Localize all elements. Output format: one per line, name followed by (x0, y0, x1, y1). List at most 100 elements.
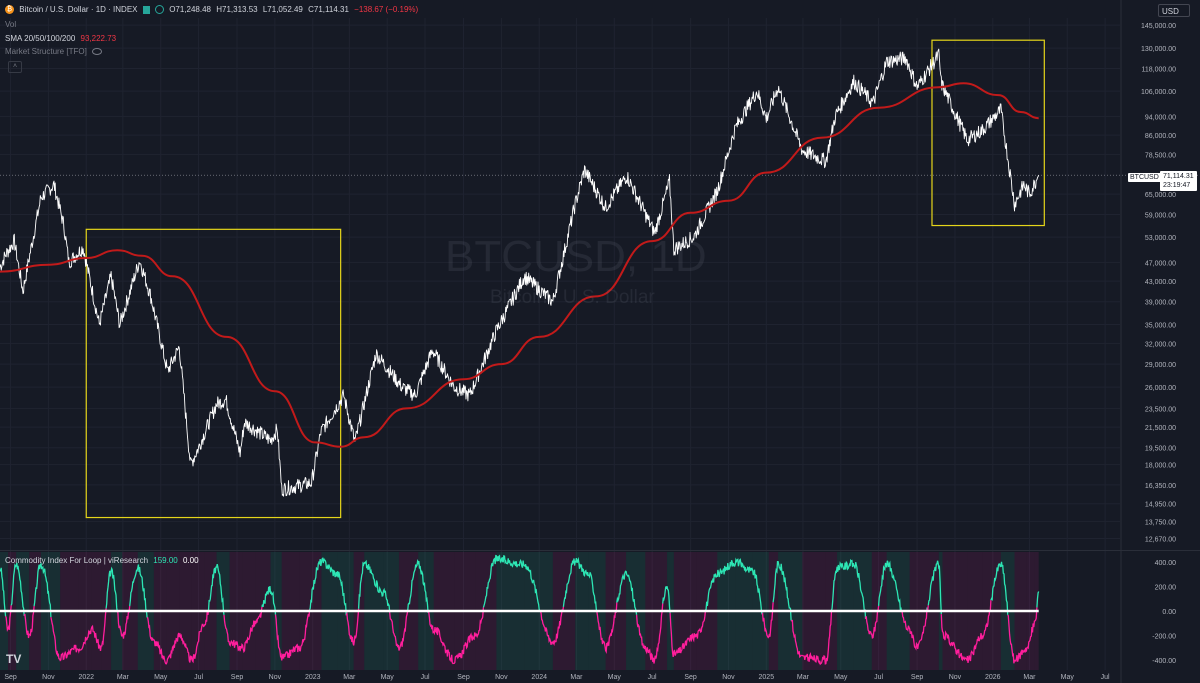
cci-up-segment (616, 570, 638, 615)
time-axis-label: May (154, 674, 168, 681)
cci-down-segment (23, 606, 35, 639)
time-axis-label: Sep (231, 674, 244, 681)
price-axis-tick: 39,000.00 (1145, 300, 1176, 307)
cci-up-segment (357, 559, 391, 613)
ohlc-change: −138.67 (−0.19%) (354, 5, 419, 14)
eye-icon[interactable] (92, 48, 103, 56)
oscillator-axis-tick: 0.00 (1162, 609, 1176, 616)
cci-value-1: 159.00 (153, 556, 178, 565)
cci-up-segment (877, 560, 903, 613)
watermark-title: BTCUSD, 1D (445, 232, 707, 281)
time-axis-label: Nov (949, 674, 962, 681)
ohlc-open: O71,248.48 (169, 5, 211, 14)
symbol-price-tag: BTCUSD (1128, 173, 1161, 182)
cci-down-segment (901, 607, 928, 651)
cci-down-segment (989, 600, 992, 612)
time-axis-label: Jul (874, 674, 883, 681)
sma-legend[interactable]: SMA 20/50/100/200 93,222.73 (5, 34, 119, 43)
cci-down-segment (146, 610, 210, 665)
oscillator-legend[interactable]: Commodity Index For Loop | viResearch 15… (5, 556, 202, 565)
price-axis-tick: 145,000.00 (1141, 23, 1176, 30)
price-axis-tick: 94,000.00 (1145, 114, 1176, 121)
cci-down-segment (223, 606, 263, 654)
time-axis-label: Sep (911, 674, 924, 681)
cci-up-segment (990, 561, 1009, 615)
time-axis-label: Sep (4, 674, 17, 681)
time-axis-label: Jul (648, 674, 657, 681)
time-axis-label: May (608, 674, 622, 681)
cci-up-segment (927, 560, 942, 615)
time-axis-label: Nov (495, 674, 508, 681)
cci-down-segment (345, 608, 360, 646)
time-axis-label: May (1061, 674, 1075, 681)
time-axis-label: Nov (269, 674, 282, 681)
cci-up-segment (10, 562, 25, 616)
currency-button[interactable]: USD (1158, 4, 1190, 17)
cci-up-segment (1036, 591, 1040, 608)
cci-down-segment (596, 610, 617, 654)
time-axis-label: Mar (1023, 674, 1036, 681)
cci-up-segment (562, 556, 598, 613)
price-axis-tick: 13,750.00 (1145, 519, 1176, 526)
cci-down-segment (274, 609, 311, 661)
time-axis-label: 2025 (759, 674, 775, 681)
symbol-legend: ₿ Bitcoin / U.S. Dollar · 1D · INDEX O71… (5, 5, 421, 15)
oscillator-axis-tick: 400.00 (1155, 560, 1177, 567)
price-axis-tick: 26,000.00 (1145, 385, 1176, 392)
price-axis-tick: 12,670.00 (1145, 537, 1176, 544)
price-axis-tick: 35,000.00 (1145, 323, 1176, 330)
cci-down-segment (389, 610, 409, 651)
cci-down-segment (635, 603, 664, 664)
vol-label: Vol (5, 20, 17, 29)
oscillator-axis-tick: -400.00 (1152, 658, 1176, 665)
collapse-legend-button[interactable]: ˄ (8, 61, 22, 73)
price-axis-tick: 65,000.00 (1145, 192, 1176, 199)
last-price-tag: 71,114.31 23:19:47 (1160, 171, 1197, 191)
oscillator-axis-tick: -200.00 (1152, 634, 1176, 641)
watermark-subtitle: Bitcoin / U.S. Dollar (490, 287, 655, 308)
time-axis-label: Jul (421, 674, 430, 681)
price-axis-tick: 106,000.00 (1141, 89, 1176, 96)
cci-up-segment (662, 586, 671, 613)
flag-icon[interactable] (142, 5, 150, 14)
time-axis-label: 2026 (985, 674, 1001, 681)
cci-down-segment (4, 605, 12, 632)
market-structure-legend[interactable]: Market Structure [TFO] (5, 47, 105, 56)
cci-down-segment (940, 610, 991, 664)
time-axis-label: Nov (722, 674, 735, 681)
price-axis-tick: 16,350.00 (1145, 483, 1176, 490)
cci-down-segment (117, 606, 131, 639)
price-axis-tick: 43,000.00 (1145, 279, 1176, 286)
time-axis-label: Mar (570, 674, 583, 681)
ohlc-high: H71,313.53 (216, 5, 258, 14)
cci-up-segment (0, 567, 7, 617)
price-axis-tick: 23,500.00 (1145, 406, 1176, 413)
time-axis-label: Jul (194, 674, 203, 681)
time-axis-label: Nov (42, 674, 55, 681)
time-axis-label: 2024 (531, 674, 547, 681)
tradingview-logo[interactable]: TV (6, 652, 22, 666)
cci-up-segment (482, 554, 541, 612)
cci-up-segment (309, 557, 347, 616)
market-structure-label: Market Structure [TFO] (5, 47, 87, 56)
ohlc-low: L71,052.49 (262, 5, 303, 14)
price-axis-tick: 47,000.00 (1145, 260, 1176, 267)
time-axis-label: Mar (343, 674, 356, 681)
time-axis-label: Sep (457, 674, 470, 681)
cci-up-segment (772, 561, 792, 621)
btcusd-price-line (0, 48, 1040, 497)
highlight-box-1 (85, 228, 342, 519)
time-axis-label: 2023 (305, 674, 321, 681)
sma-label: SMA 20/50/100/200 (5, 34, 76, 43)
oscillator-axis-tick: 200.00 (1155, 584, 1177, 591)
cci-up-segment (129, 564, 148, 618)
vol-legend[interactable]: Vol (5, 20, 19, 29)
cci-down-segment (864, 605, 880, 639)
cci-down-segment (790, 610, 833, 666)
price-axis-tick: 21,500.00 (1145, 425, 1176, 432)
symbol-title[interactable]: Bitcoin / U.S. Dollar · 1D · INDEX (19, 5, 138, 14)
bar-countdown: 23:19:47 (1163, 182, 1191, 189)
highlight-box-2 (931, 39, 1045, 227)
cci-down-segment (50, 608, 107, 662)
